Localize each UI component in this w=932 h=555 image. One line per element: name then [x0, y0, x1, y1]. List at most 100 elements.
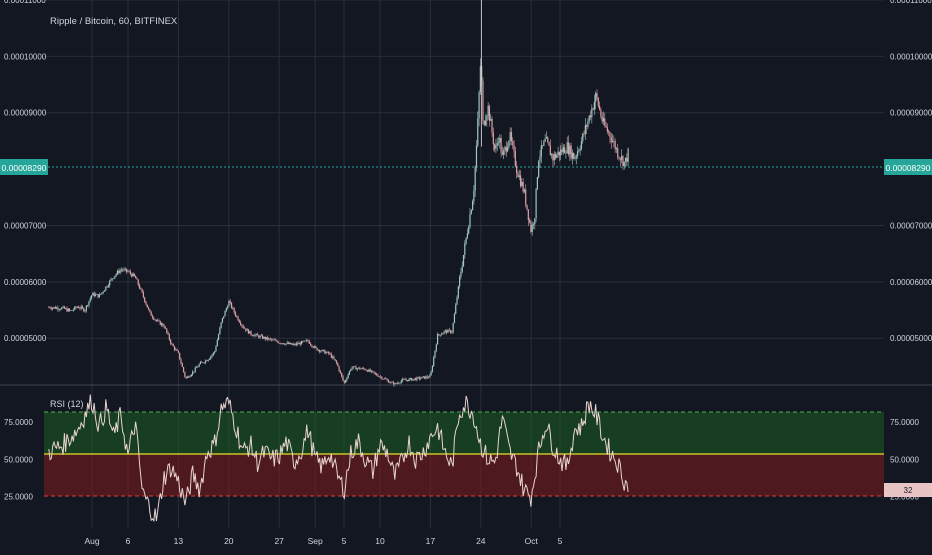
candle-body: [227, 306, 229, 309]
candle-body: [85, 305, 87, 311]
candle-body: [50, 308, 52, 309]
candle-body: [605, 125, 607, 128]
candle-body: [609, 132, 611, 138]
candle-body: [149, 309, 151, 312]
candle-body: [530, 222, 532, 233]
candle-body: [447, 329, 449, 333]
y-axis-right: 0.00011000 0.00010000 0.00009000 0.00007000…: [890, 0, 932, 343]
candle-body: [89, 298, 91, 302]
candle-body: [98, 294, 100, 298]
candle-body: [584, 125, 586, 135]
x-tick-label: 27: [274, 536, 284, 546]
candle-body: [245, 328, 247, 331]
candle-body: [452, 323, 454, 333]
candle-body: [319, 349, 321, 352]
candle-body: [67, 308, 69, 312]
candle-body: [163, 325, 165, 328]
x-tick-label: 5: [558, 536, 563, 546]
candle-body: [240, 322, 242, 325]
candle-body: [569, 145, 571, 155]
candle-body: [133, 273, 135, 276]
candle-body: [377, 375, 379, 377]
candle-body: [195, 367, 198, 369]
candle-body: [506, 147, 509, 152]
candle-body: [491, 118, 493, 133]
candle-body: [80, 306, 82, 309]
candle-body: [135, 275, 137, 279]
candle-body: [518, 175, 520, 178]
candle-body: [58, 309, 60, 311]
candle-body: [461, 266, 463, 273]
candle-body: [573, 152, 575, 159]
candle-body: [247, 329, 249, 334]
candle-body: [100, 294, 102, 295]
candle-body: [525, 189, 527, 205]
candle-body: [338, 366, 340, 371]
candle-body: [273, 339, 275, 341]
current-price-badge-right: [884, 159, 932, 175]
candle-body: [311, 344, 313, 347]
candle-body: [501, 152, 503, 155]
candle-body: [252, 335, 255, 337]
rsi-overbought-zone: [44, 412, 884, 454]
candle-body: [219, 327, 221, 335]
candle-body: [315, 346, 317, 348]
candle-body: [329, 353, 331, 355]
candle-body: [409, 378, 411, 379]
y-tick-label-left: 0.00010000: [4, 52, 47, 61]
candle-body: [87, 305, 89, 307]
candle-body: [551, 154, 553, 156]
candle-body: [367, 370, 369, 372]
candle-body: [306, 340, 308, 341]
candle-body: [442, 333, 444, 335]
candle-body: [150, 311, 152, 316]
candle-body: [482, 80, 484, 121]
candle-body: [119, 270, 121, 273]
candle-body: [78, 307, 80, 309]
candle-body: [313, 346, 316, 348]
candle-body: [618, 157, 620, 159]
candle-body: [243, 327, 246, 329]
candle-body: [488, 105, 491, 121]
candle-body: [342, 376, 344, 381]
candle-body: [386, 379, 388, 381]
candle-body: [57, 307, 59, 310]
candle-body: [396, 382, 399, 384]
candle-body: [400, 380, 402, 383]
y-tick-label-left: 0.00006000: [4, 278, 47, 287]
y-tick-label-right: 0.00010000: [890, 52, 932, 61]
candle-body: [484, 120, 487, 125]
candle-body: [427, 377, 430, 379]
candle-body: [256, 333, 259, 336]
candle-body: [446, 330, 448, 333]
x-tick-label: 5: [342, 536, 347, 546]
candle-body: [236, 315, 238, 317]
candle-body: [146, 304, 148, 308]
candle-body: [615, 148, 618, 150]
candle-body: [390, 381, 392, 383]
candle-body: [431, 366, 434, 372]
candle-body: [68, 308, 71, 311]
candle-body: [351, 367, 353, 370]
candle-body: [513, 145, 515, 152]
candle-body: [499, 138, 501, 143]
x-tick-label: 6: [126, 536, 131, 546]
candle-body: [249, 331, 251, 334]
candle-body: [113, 277, 115, 279]
candle-body: [449, 330, 452, 333]
candle-body: [553, 154, 555, 161]
candle-body: [354, 366, 356, 368]
candle-body: [391, 381, 393, 383]
candle-body: [61, 307, 63, 310]
candle-body: [370, 370, 373, 372]
candle-body: [346, 378, 348, 381]
x-tick-label: 17: [426, 536, 436, 546]
candle-body: [138, 284, 141, 289]
candle-body: [404, 379, 406, 381]
candle-body: [207, 359, 209, 362]
candle-body: [211, 354, 213, 357]
candle-body: [127, 271, 129, 273]
candle-body: [622, 156, 624, 167]
